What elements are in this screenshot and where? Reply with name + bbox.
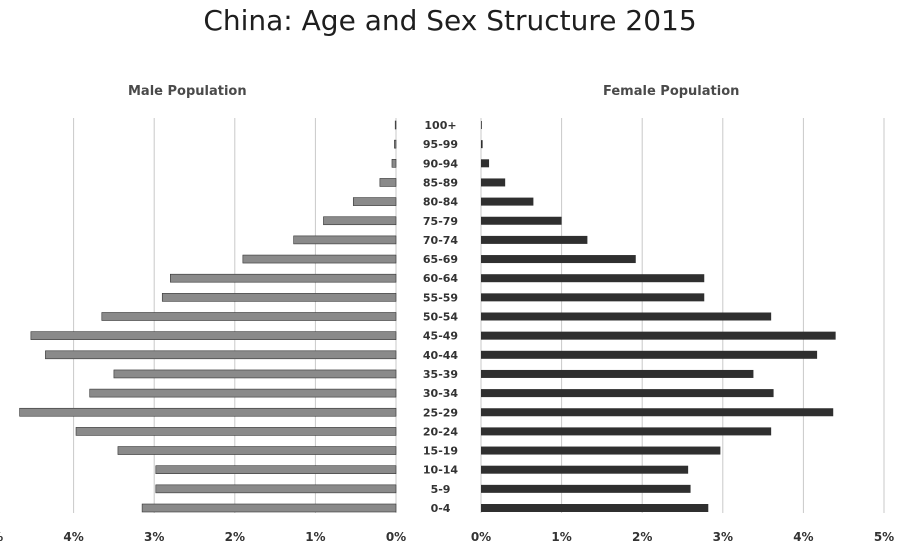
female-x-tick-label: 3% bbox=[713, 530, 733, 544]
male-bar bbox=[89, 388, 397, 398]
female-population-label: Female Population bbox=[603, 84, 740, 99]
female-bar bbox=[481, 484, 691, 493]
age-group-label: 95-99 bbox=[423, 138, 458, 151]
male-bar bbox=[75, 427, 397, 436]
female-bar bbox=[481, 140, 483, 149]
female-x-tick-label: 1% bbox=[551, 530, 571, 544]
female-x-tick-label: 0% bbox=[471, 530, 491, 544]
age-group-label: 35-39 bbox=[423, 368, 458, 381]
female-x-tick-label: 5% bbox=[874, 530, 894, 544]
male-x-tick-label: 5% bbox=[0, 530, 3, 544]
male-bar bbox=[30, 331, 397, 340]
male-bar bbox=[141, 503, 397, 513]
male-bar bbox=[242, 254, 397, 264]
male-bar bbox=[155, 484, 397, 494]
male-x-tick-label: 4% bbox=[63, 530, 83, 544]
age-group-label: 40-44 bbox=[423, 349, 459, 362]
male-bar bbox=[45, 350, 397, 360]
age-group-label: 30-34 bbox=[423, 387, 459, 400]
female-bar bbox=[481, 350, 818, 359]
female-bar bbox=[481, 293, 705, 302]
female-bar bbox=[481, 369, 754, 378]
female-x-tick-label: 2% bbox=[632, 530, 652, 544]
male-bar bbox=[394, 120, 397, 130]
male-x-tick-label: 2% bbox=[225, 530, 245, 544]
male-bar bbox=[117, 446, 397, 455]
male-bar bbox=[391, 159, 397, 168]
male-bar bbox=[113, 369, 397, 379]
female-bar bbox=[481, 389, 774, 398]
female-bar bbox=[481, 427, 772, 436]
female-bar bbox=[481, 121, 482, 129]
female-bar bbox=[481, 178, 506, 187]
female-bar bbox=[481, 446, 721, 455]
female-bar bbox=[481, 235, 588, 244]
age-group-label: 15-19 bbox=[423, 445, 458, 458]
male-bar bbox=[161, 293, 397, 302]
female-bar bbox=[481, 331, 836, 340]
male-bar bbox=[323, 216, 397, 226]
age-group-label: 10-14 bbox=[423, 464, 459, 477]
male-x-tick-label: 1% bbox=[305, 530, 325, 544]
age-group-label: 20-24 bbox=[423, 425, 459, 438]
age-group-label: 100+ bbox=[424, 119, 456, 132]
age-group-label: 55-59 bbox=[423, 291, 458, 304]
female-bar bbox=[481, 274, 705, 283]
chart-title: China: Age and Sex Structure 2015 bbox=[203, 4, 697, 37]
age-group-label: 80-84 bbox=[423, 196, 459, 209]
age-group-label: 85-89 bbox=[423, 176, 458, 189]
age-group-label: 25-29 bbox=[423, 406, 458, 419]
female-bar bbox=[481, 197, 534, 206]
male-x-tick-label: 0% bbox=[386, 530, 406, 544]
female-bar bbox=[481, 216, 562, 225]
age-group-label: 50-54 bbox=[423, 311, 459, 324]
male-bar bbox=[379, 178, 397, 187]
male-bar bbox=[352, 197, 397, 206]
female-bar bbox=[481, 159, 490, 168]
age-group-label: 90-94 bbox=[423, 157, 459, 170]
age-group-label: 45-49 bbox=[423, 330, 458, 343]
age-group-label: 5-9 bbox=[431, 483, 451, 496]
age-group-label: 75-79 bbox=[423, 215, 458, 228]
age-group-label: 65-69 bbox=[423, 253, 458, 266]
male-bar bbox=[170, 273, 397, 283]
female-bar bbox=[481, 465, 689, 474]
female-bar bbox=[481, 255, 636, 264]
male-bar bbox=[155, 465, 397, 475]
male-x-tick-label: 3% bbox=[144, 530, 164, 544]
age-group-label: 60-64 bbox=[423, 272, 459, 285]
male-bar bbox=[394, 139, 397, 149]
female-bar bbox=[481, 504, 709, 512]
male-bar bbox=[293, 235, 397, 245]
female-bar bbox=[481, 408, 834, 417]
female-bar bbox=[481, 312, 772, 321]
male-bar bbox=[19, 407, 397, 417]
age-group-label: 0-4 bbox=[431, 502, 451, 515]
female-x-tick-label: 4% bbox=[793, 530, 813, 544]
male-population-label: Male Population bbox=[128, 84, 247, 99]
age-group-label: 70-74 bbox=[423, 234, 459, 247]
male-bar bbox=[101, 312, 397, 321]
